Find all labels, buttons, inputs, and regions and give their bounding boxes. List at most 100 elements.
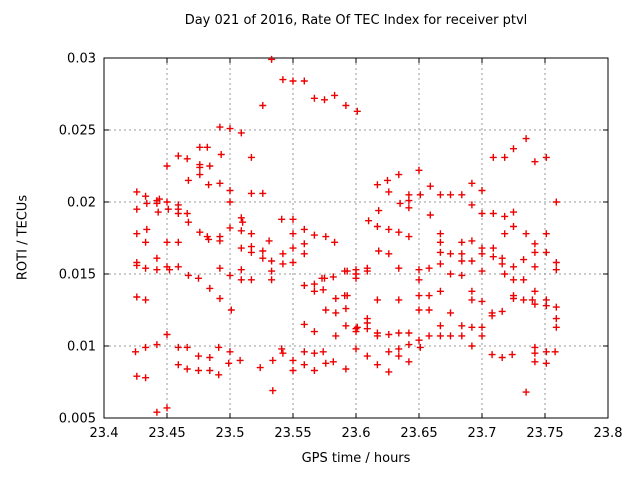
data-point xyxy=(155,195,163,203)
data-point xyxy=(436,322,444,330)
data-point xyxy=(154,208,162,216)
data-point xyxy=(352,345,360,353)
data-point xyxy=(310,231,318,239)
data-point xyxy=(237,129,245,137)
data-point xyxy=(353,107,361,115)
scatter-points xyxy=(132,55,560,416)
y-tick-label: 0.03 xyxy=(67,52,96,67)
data-point xyxy=(478,250,486,258)
data-point xyxy=(352,328,360,336)
data-point xyxy=(552,259,560,266)
x-tick-label: 23.6 xyxy=(342,426,371,441)
data-point xyxy=(425,306,433,314)
data-point xyxy=(488,312,496,320)
data-point xyxy=(425,332,433,340)
data-point xyxy=(321,96,328,104)
data-point xyxy=(528,296,536,304)
data-point xyxy=(153,408,161,416)
data-point xyxy=(174,343,182,351)
data-point xyxy=(269,356,277,364)
data-point xyxy=(447,309,454,317)
data-point xyxy=(237,276,245,284)
data-point xyxy=(436,230,444,238)
data-point xyxy=(468,201,476,209)
data-point xyxy=(174,210,182,217)
data-point xyxy=(542,359,550,367)
data-point xyxy=(352,274,360,282)
data-point xyxy=(142,343,150,351)
data-point xyxy=(458,191,466,199)
data-point xyxy=(196,171,204,179)
data-point xyxy=(332,332,340,340)
data-point xyxy=(478,323,486,331)
data-point xyxy=(226,125,234,133)
data-point xyxy=(322,306,330,314)
data-point xyxy=(478,210,486,217)
data-point xyxy=(468,179,476,187)
data-point xyxy=(501,153,509,161)
data-point xyxy=(501,230,509,238)
data-point xyxy=(153,341,161,349)
data-point xyxy=(395,329,403,337)
data-point xyxy=(332,295,340,302)
data-point xyxy=(415,276,423,284)
data-point xyxy=(184,176,192,184)
data-point xyxy=(542,302,550,310)
data-point xyxy=(183,365,191,373)
data-point xyxy=(385,348,393,356)
data-point xyxy=(363,352,371,360)
data-point xyxy=(395,264,403,272)
data-point xyxy=(268,257,276,265)
data-point xyxy=(206,162,214,170)
data-point xyxy=(163,162,171,170)
data-point xyxy=(268,276,276,284)
data-point xyxy=(426,182,434,190)
axis-tick-labels: 23.4 23.45 23.5 23.55 23.6 23.65 23.7 23.75 23.8… xyxy=(59,52,623,442)
data-point xyxy=(395,345,403,353)
data-point xyxy=(385,225,393,233)
data-point xyxy=(133,293,141,301)
data-point xyxy=(237,214,245,222)
data-point xyxy=(478,187,486,194)
data-point xyxy=(226,224,234,232)
data-point xyxy=(415,292,423,300)
data-point xyxy=(215,343,223,351)
data-point xyxy=(289,77,297,85)
data-point xyxy=(279,349,287,357)
data-point xyxy=(164,205,172,213)
y-tick-label: 0.01 xyxy=(67,340,96,355)
data-point xyxy=(216,264,224,272)
data-point xyxy=(153,199,161,207)
data-point xyxy=(278,215,286,223)
data-point xyxy=(142,238,150,246)
y-tick-label: 0.025 xyxy=(59,124,96,139)
x-tick-label: 23.75 xyxy=(526,426,563,441)
data-point xyxy=(458,257,466,265)
data-point xyxy=(363,267,371,275)
data-point xyxy=(342,322,350,330)
data-point xyxy=(396,199,404,207)
data-point xyxy=(239,218,247,226)
data-point xyxy=(522,230,530,238)
data-point xyxy=(498,354,506,361)
data-point xyxy=(174,152,182,160)
data-point xyxy=(133,188,141,196)
data-point xyxy=(331,91,339,99)
data-point xyxy=(195,367,202,374)
data-point xyxy=(319,286,327,294)
data-point xyxy=(216,295,224,302)
data-point xyxy=(205,181,213,189)
data-point xyxy=(329,273,337,281)
data-point xyxy=(531,263,539,271)
data-point xyxy=(133,372,141,380)
data-point xyxy=(289,356,297,364)
data-point xyxy=(247,276,255,284)
data-point xyxy=(133,261,141,269)
data-point xyxy=(183,343,191,351)
data-point xyxy=(405,233,413,241)
data-point xyxy=(216,123,224,131)
data-point xyxy=(405,341,413,349)
data-point xyxy=(468,237,476,245)
data-point xyxy=(520,296,528,304)
